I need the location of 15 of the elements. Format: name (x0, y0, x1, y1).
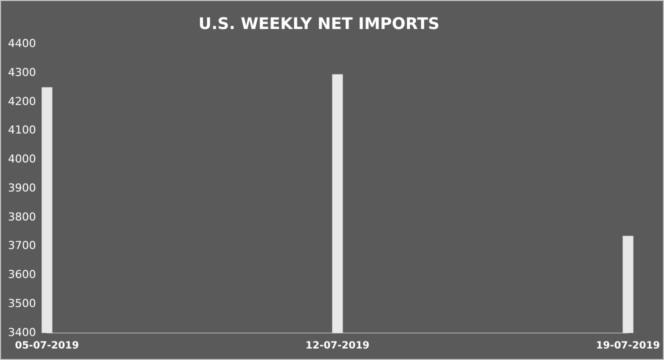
y-tick-label: 4300 (8, 66, 36, 79)
y-tick-label: 4000 (8, 152, 36, 166)
x-tick-label: 05-07-2019 (15, 340, 80, 352)
y-tick-label: 3400 (8, 326, 36, 339)
y-tick-label: 3700 (8, 239, 36, 252)
y-tick-label: 3500 (8, 296, 36, 310)
y-tick-label: 3900 (8, 181, 36, 194)
x-tick-label: 19-07-2019 (596, 340, 660, 352)
y-tick-label: 3600 (8, 268, 36, 282)
y-tick-label: 3800 (8, 210, 36, 224)
y-tick-label: 4200 (8, 94, 36, 108)
y-tick-label: 4400 (8, 37, 36, 50)
y-tick-label: 4100 (8, 124, 36, 137)
x-tick-label: 12-07-2019 (306, 340, 370, 352)
chart-title: U.S. WEEKLY NET IMPORTS (198, 14, 440, 33)
